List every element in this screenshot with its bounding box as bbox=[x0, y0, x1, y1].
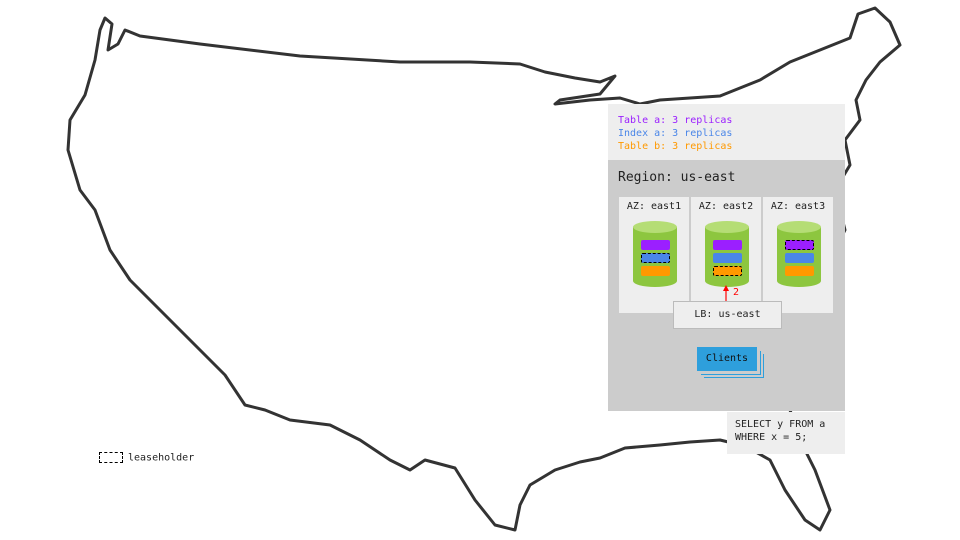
replica-index-a bbox=[713, 253, 742, 263]
legend-table-b: Table b: 3 replicas bbox=[618, 141, 733, 152]
replica-table-a bbox=[641, 240, 670, 250]
replica-index-a bbox=[785, 253, 814, 263]
az-east2: AZ: east2 2 bbox=[691, 197, 762, 313]
az-label: AZ: east2 bbox=[698, 201, 754, 212]
az-label: AZ: east3 bbox=[770, 201, 826, 212]
replica-table-b-leaseholder bbox=[713, 266, 742, 276]
legend-index-a: Index a: 3 replicas bbox=[618, 128, 733, 139]
clients-stack: Clients bbox=[697, 347, 757, 371]
region-us-east: Region: us-east AZ: east1 AZ: east2 2 AZ… bbox=[608, 160, 845, 411]
region-title: Region: us-east bbox=[618, 170, 736, 185]
sql-query: SELECT y FROM a WHERE x = 5; bbox=[727, 412, 845, 454]
legend-table-a: Table a: 3 replicas bbox=[618, 115, 733, 126]
leaseholder-legend: leaseholder bbox=[99, 452, 194, 464]
load-balancer: LB: us-east bbox=[673, 301, 782, 329]
replica-table-b bbox=[785, 266, 814, 276]
replica-index-a-leaseholder bbox=[641, 253, 670, 263]
replica-table-b bbox=[641, 266, 670, 276]
database-cylinder-icon bbox=[777, 221, 821, 287]
az-label: AZ: east1 bbox=[626, 201, 682, 212]
replica-table-a-leaseholder bbox=[785, 240, 814, 250]
database-cylinder-icon bbox=[633, 221, 677, 287]
az-east1: AZ: east1 bbox=[619, 197, 690, 313]
dashed-box-icon bbox=[99, 452, 123, 463]
replica-legend: Table a: 3 replicas Index a: 3 replicas … bbox=[608, 104, 845, 160]
leaseholder-label: leaseholder bbox=[128, 452, 195, 464]
database-cylinder-icon bbox=[705, 221, 749, 287]
az-east3: AZ: east3 bbox=[763, 197, 833, 313]
replica-table-a bbox=[713, 240, 742, 250]
step-label: 2 bbox=[733, 287, 740, 298]
arrow-up-icon bbox=[723, 285, 729, 303]
